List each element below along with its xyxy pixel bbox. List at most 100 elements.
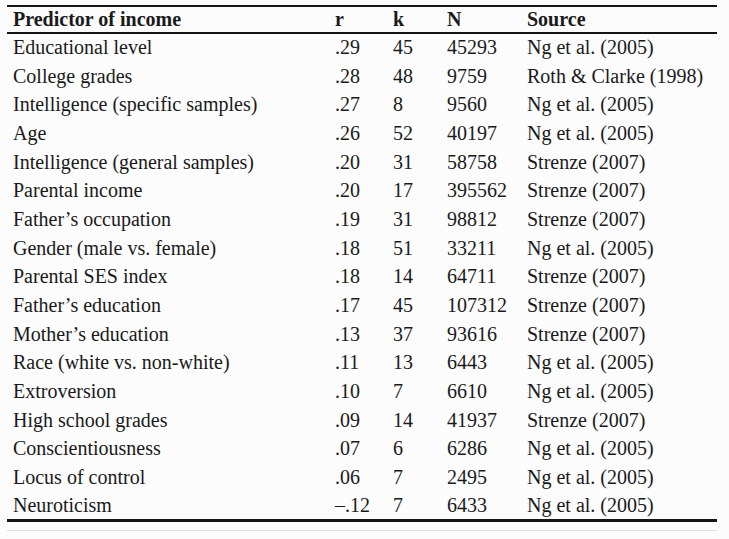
cell-source: Strenze (2007) [527, 176, 717, 205]
cell-r-value: .19 [333, 205, 393, 234]
cell-r-value: .20 [333, 176, 393, 205]
cell-predictor: Educational level [7, 33, 333, 62]
cell-predictor: Mother’s education [7, 320, 333, 349]
cell-k-value: 7 [393, 492, 447, 521]
cell-r-value: .09 [333, 406, 393, 435]
cell-predictor: Intelligence (general samples) [7, 148, 333, 177]
table-row: Mother’s education .13 37 93616 Strenze … [7, 320, 717, 349]
cell-r-value: .18 [333, 263, 393, 292]
cell-k-value: 6 [393, 435, 447, 464]
cell-source: Strenze (2007) [527, 148, 717, 177]
cell-n-value: 45293 [447, 33, 527, 62]
cell-predictor: Father’s education [7, 291, 333, 320]
table-row: Father’s occupation .19 31 98812 Strenze… [7, 205, 717, 234]
table-row: Educational level .29 45 45293 Ng et al.… [7, 33, 717, 62]
table-row: Intelligence (specific samples) .27 8 95… [7, 90, 717, 119]
cell-source: Strenze (2007) [527, 406, 717, 435]
table-row: Neuroticism –.12 7 6433 Ng et al. (2005) [7, 492, 717, 521]
cell-k-value: 17 [393, 176, 447, 205]
table-row: High school grades .09 14 41937 Strenze … [7, 406, 717, 435]
table-row: Conscientiousness .07 6 6286 Ng et al. (… [7, 435, 717, 464]
cell-n-value: 2495 [447, 463, 527, 492]
cell-predictor: Intelligence (specific samples) [7, 90, 333, 119]
cell-n-value: 64711 [447, 263, 527, 292]
table-row: College grades .28 48 9759 Roth & Clarke… [7, 62, 717, 91]
cell-r-value: .27 [333, 90, 393, 119]
table-row: Father’s education .17 45 107312 Strenze… [7, 291, 717, 320]
table-row: Parental income .20 17 395562 Strenze (2… [7, 176, 717, 205]
cell-k-value: 45 [393, 33, 447, 62]
cell-k-value: 51 [393, 234, 447, 263]
cell-n-value: 41937 [447, 406, 527, 435]
cell-n-value: 9759 [447, 62, 527, 91]
cell-source: Ng et al. (2005) [527, 234, 717, 263]
cell-source: Ng et al. (2005) [527, 119, 717, 148]
cell-source: Strenze (2007) [527, 291, 717, 320]
cell-predictor: Locus of control [7, 463, 333, 492]
cell-r-value: –.12 [333, 492, 393, 521]
cell-r-value: .13 [333, 320, 393, 349]
column-header-source: Source [527, 6, 717, 33]
cell-n-value: 395562 [447, 176, 527, 205]
cell-n-value: 6286 [447, 435, 527, 464]
cell-k-value: 31 [393, 148, 447, 177]
cell-predictor: Conscientiousness [7, 435, 333, 464]
cell-n-value: 33211 [447, 234, 527, 263]
cell-r-value: .29 [333, 33, 393, 62]
cell-source: Ng et al. (2005) [527, 463, 717, 492]
cell-r-value: .11 [333, 349, 393, 378]
cell-n-value: 107312 [447, 291, 527, 320]
cell-k-value: 37 [393, 320, 447, 349]
cell-source: Strenze (2007) [527, 205, 717, 234]
table-row: Age .26 52 40197 Ng et al. (2005) [7, 119, 717, 148]
cell-predictor: Gender (male vs. female) [7, 234, 333, 263]
cell-predictor: Parental SES index [7, 263, 333, 292]
cell-k-value: 31 [393, 205, 447, 234]
column-header-r: r [333, 6, 393, 33]
table-row: Parental SES index .18 14 64711 Strenze … [7, 263, 717, 292]
cell-r-value: .18 [333, 234, 393, 263]
cell-predictor: Age [7, 119, 333, 148]
cell-source: Ng et al. (2005) [527, 349, 717, 378]
cell-n-value: 6610 [447, 377, 527, 406]
cell-source: Ng et al. (2005) [527, 377, 717, 406]
cell-source: Strenze (2007) [527, 263, 717, 292]
cell-n-value: 6443 [447, 349, 527, 378]
cell-predictor: Race (white vs. non-white) [7, 349, 333, 378]
cell-source: Roth & Clarke (1998) [527, 62, 717, 91]
table-row: Extroversion .10 7 6610 Ng et al. (2005) [7, 377, 717, 406]
cell-n-value: 6433 [447, 492, 527, 521]
cell-predictor: Parental income [7, 176, 333, 205]
cell-r-value: .26 [333, 119, 393, 148]
bottom-faint-rule [7, 530, 717, 531]
cell-k-value: 7 [393, 377, 447, 406]
column-header-n: N [447, 6, 527, 33]
table-row: Race (white vs. non-white) .11 13 6443 N… [7, 349, 717, 378]
table-row: Gender (male vs. female) .18 51 33211 Ng… [7, 234, 717, 263]
cell-r-value: .20 [333, 148, 393, 177]
cell-source: Ng et al. (2005) [527, 33, 717, 62]
cell-r-value: .28 [333, 62, 393, 91]
cell-source: Ng et al. (2005) [527, 90, 717, 119]
cell-n-value: 58758 [447, 148, 527, 177]
cell-predictor: High school grades [7, 406, 333, 435]
cell-n-value: 93616 [447, 320, 527, 349]
cell-predictor: Extroversion [7, 377, 333, 406]
cell-k-value: 13 [393, 349, 447, 378]
cell-r-value: .07 [333, 435, 393, 464]
cell-n-value: 98812 [447, 205, 527, 234]
income-predictors-table: Predictor of income r k N Source Educati… [7, 5, 717, 522]
header-row: Predictor of income r k N Source [7, 6, 717, 33]
cell-k-value: 45 [393, 291, 447, 320]
column-header-predictor: Predictor of income [7, 6, 333, 33]
cell-predictor: Neuroticism [7, 492, 333, 521]
cell-k-value: 8 [393, 90, 447, 119]
cell-k-value: 48 [393, 62, 447, 91]
cell-r-value: .17 [333, 291, 393, 320]
column-header-k: k [393, 6, 447, 33]
cell-k-value: 7 [393, 463, 447, 492]
cell-source: Ng et al. (2005) [527, 435, 717, 464]
cell-k-value: 52 [393, 119, 447, 148]
cell-predictor: Father’s occupation [7, 205, 333, 234]
cell-source: Ng et al. (2005) [527, 492, 717, 521]
